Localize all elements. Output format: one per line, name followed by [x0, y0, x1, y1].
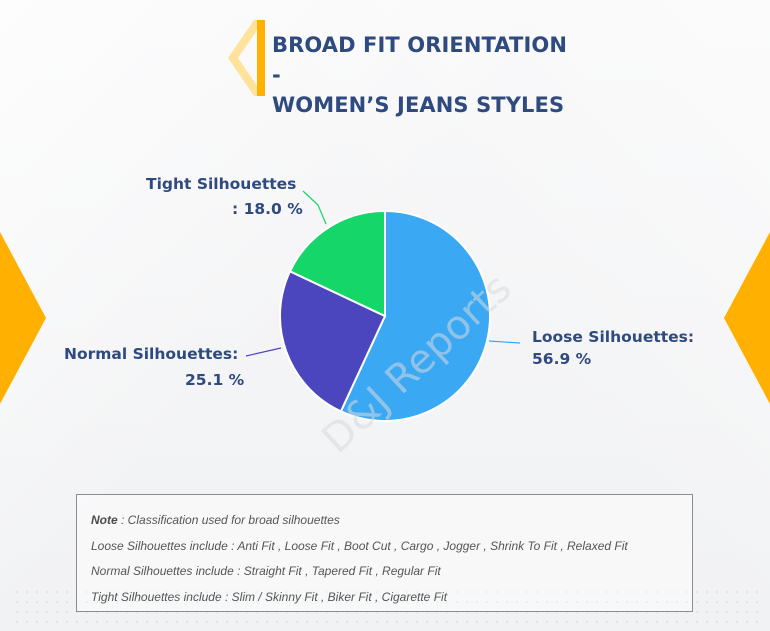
pie-slice-normal — [279, 269, 387, 413]
normal-silhouettes-note: Normal Silhouettes include : Straight Fi… — [91, 564, 441, 578]
normal-label-line1: Normal Silhouettes: — [64, 345, 238, 363]
tight-label-line2: : 18.0 % — [232, 200, 303, 218]
tight-label-line1: Tight Silhouettes — [146, 175, 296, 193]
title-chevron-icon — [228, 20, 265, 96]
note-text: : Classification used for broad silhouet… — [121, 513, 340, 527]
normal-label-line2: 25.1 % — [185, 371, 245, 389]
pie-label-lines — [245, 190, 521, 357]
page-title: BROAD FIT ORIENTATION - WOMEN’S JEANS ST… — [272, 33, 567, 117]
loose-label-line1: Loose Silhouettes: — [532, 328, 694, 346]
tight-silhouettes-note: Tight Silhouettes include : Slim / Skinn… — [91, 589, 448, 604]
loose-label-line — [488, 340, 521, 344]
left-chevron-icon — [0, 232, 46, 404]
right-chevron-icon — [724, 232, 770, 404]
classification-note-box: Note : Classification used for broad sil… — [76, 494, 693, 612]
title-block: BROAD FIT ORIENTATION - WOMEN’S JEANS ST… — [226, 20, 567, 117]
dot-pattern — [12, 587, 758, 631]
normal-label-line — [245, 347, 282, 357]
tight-label-line — [302, 190, 327, 225]
loose-label-line2: 56.9 % — [532, 350, 592, 368]
pie-labels: Tight Silhouettes : 18.0 % Normal Silhou… — [64, 175, 694, 389]
pie-slice-tight — [288, 209, 386, 318]
pie-slices — [279, 209, 491, 422]
pie-slice-loose — [339, 209, 491, 422]
loose-silhouettes-note: Loose Silhouettes include : Anti Fit , L… — [91, 538, 628, 553]
note-heading-line: Note : Classification used for broad sil… — [91, 508, 678, 534]
note-label: Note — [91, 513, 118, 527]
